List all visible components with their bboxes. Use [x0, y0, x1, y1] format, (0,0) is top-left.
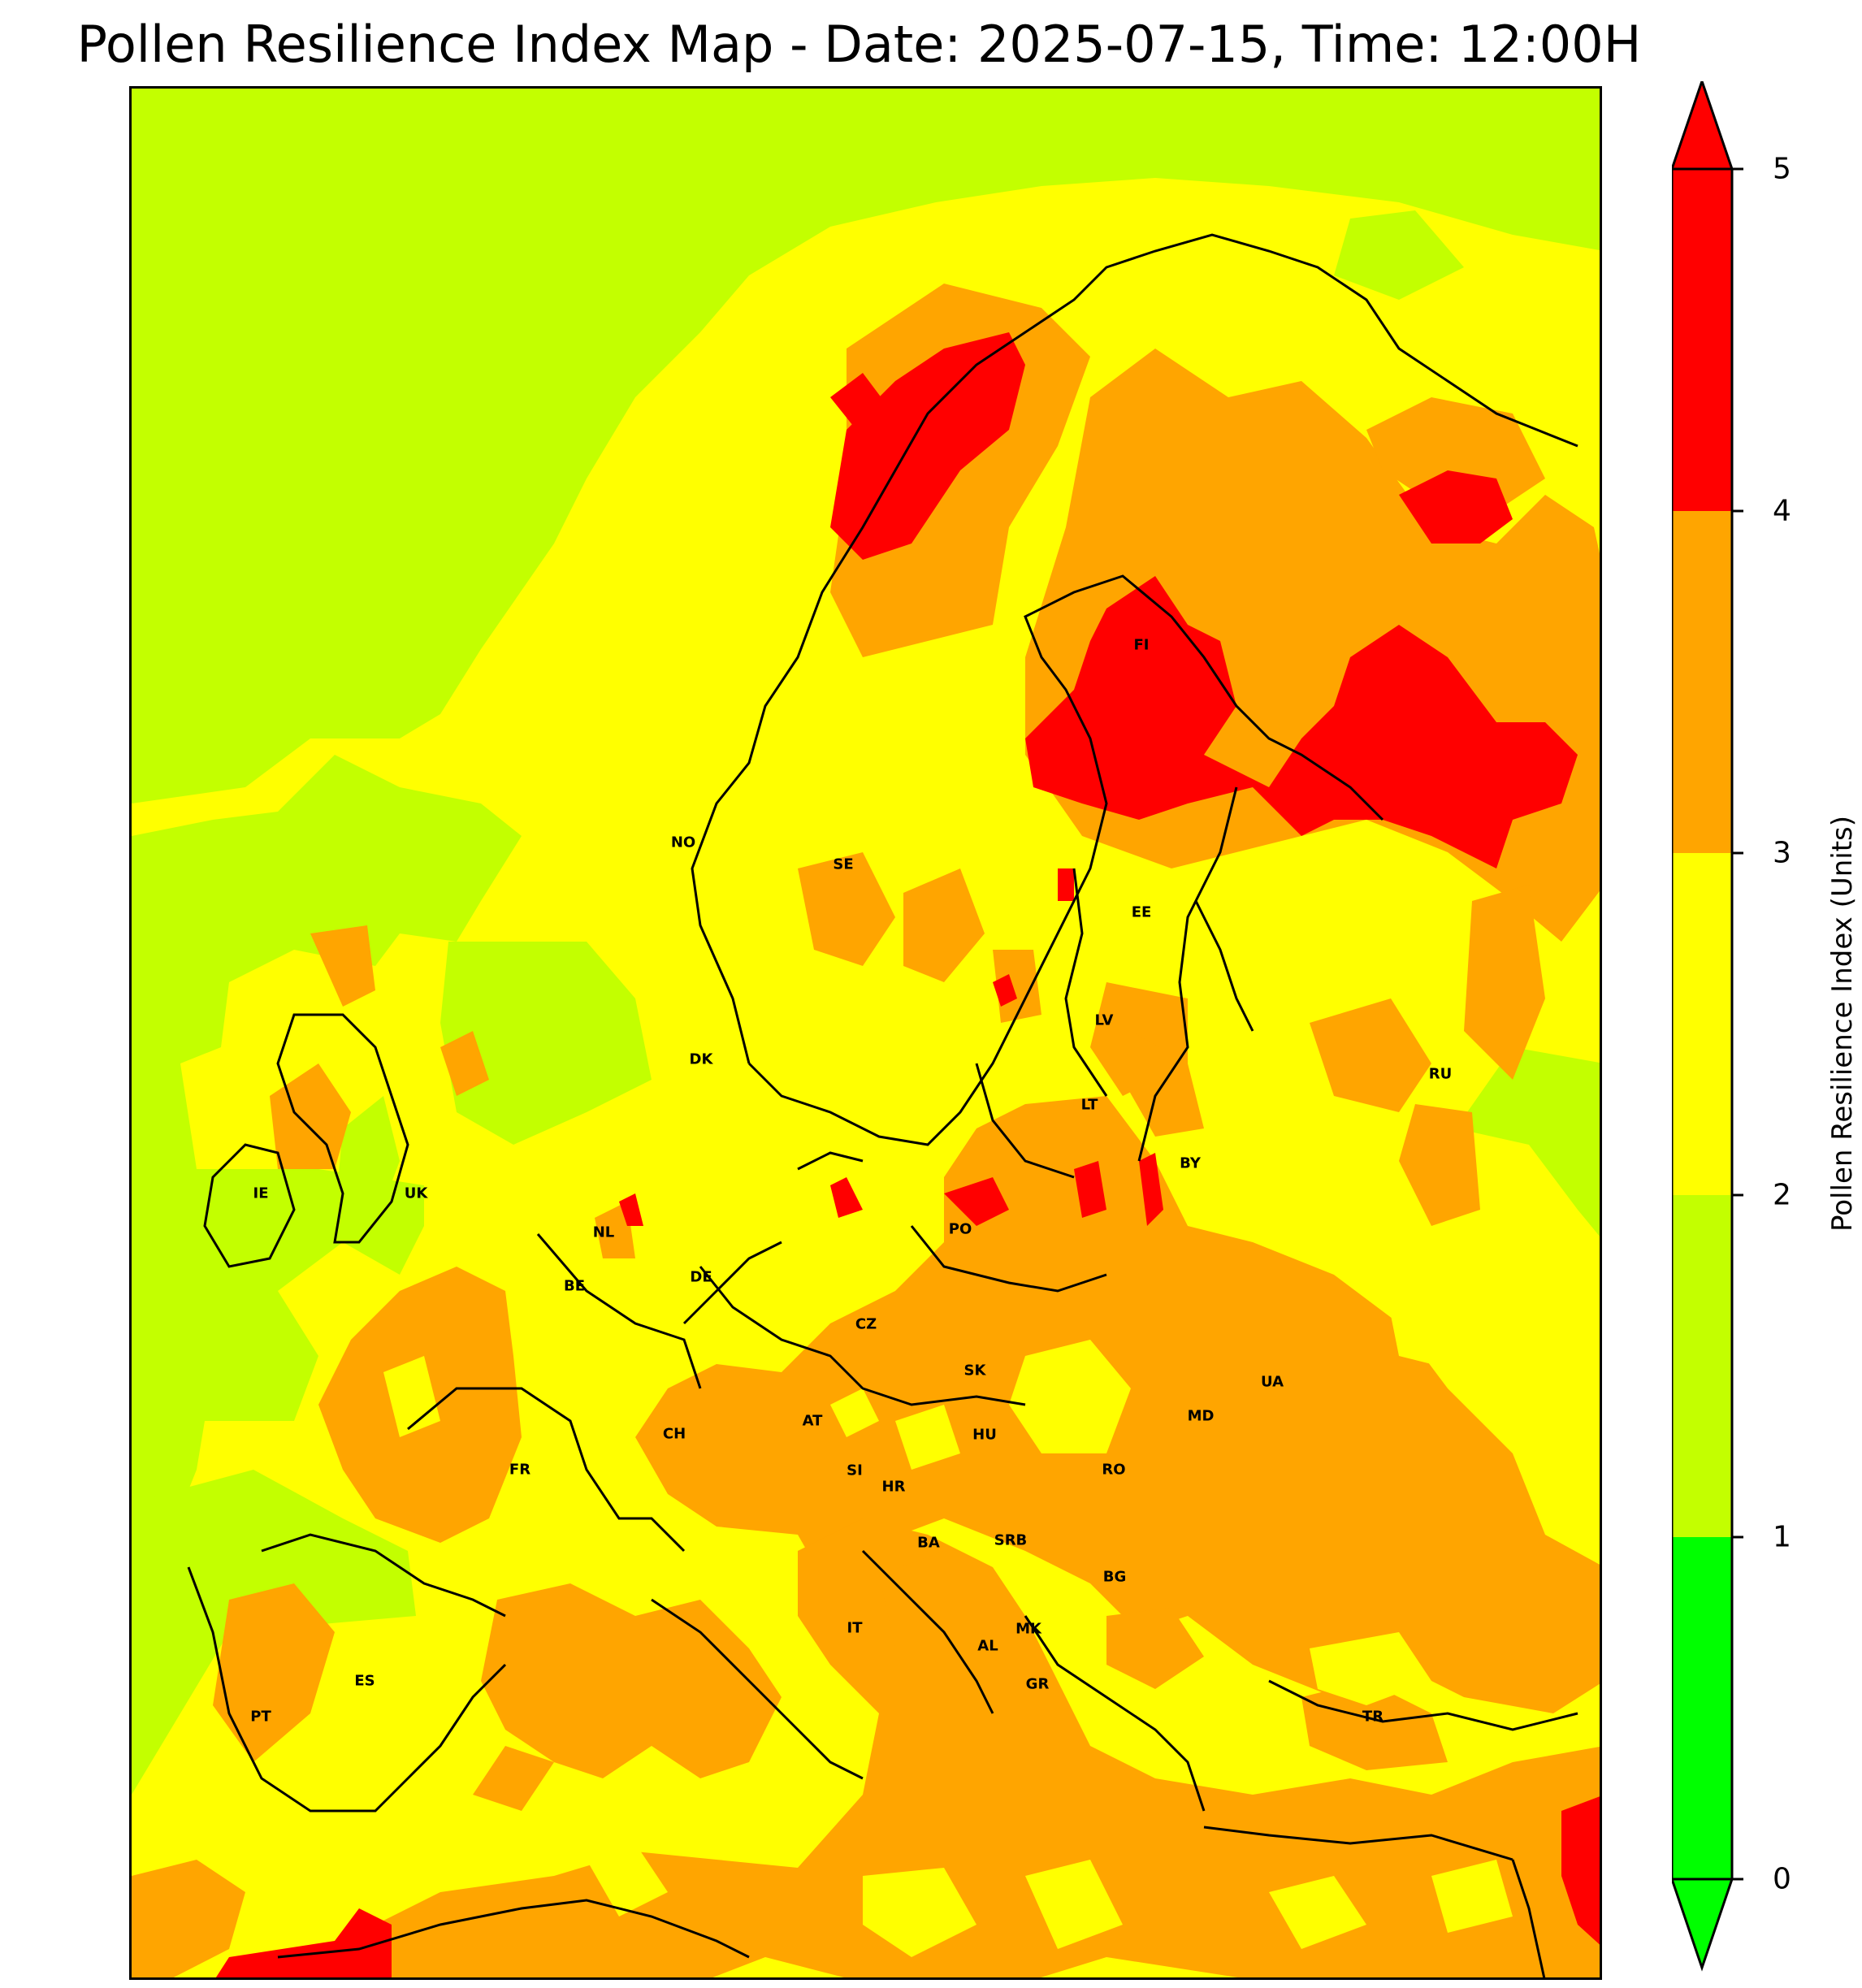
country-label-be: BE — [563, 1277, 586, 1295]
colorbar-extend-below — [1672, 1878, 1734, 1972]
country-label-hr: HR — [881, 1478, 906, 1496]
country-label-ch: CH — [662, 1425, 686, 1443]
map-canvas — [132, 178, 1600, 1977]
colorbar-segment-1-2 — [1672, 1195, 1732, 1537]
country-label-bg: BG — [1102, 1568, 1127, 1586]
country-label-srb: SRB — [994, 1531, 1028, 1549]
country-label-ie: IE — [253, 1185, 269, 1202]
country-label-es: ES — [354, 1672, 375, 1690]
coastlines — [187, 233, 1578, 1977]
field-level-2-3-islands — [383, 1258, 1513, 1957]
colorbar-tick-5: 5 — [1773, 152, 1791, 186]
country-label-nl: NL — [592, 1224, 615, 1241]
colorbar — [1672, 81, 1743, 1972]
field-level-1-2-ireland-sea — [335, 1096, 400, 1226]
country-label-ba: BA — [917, 1534, 940, 1552]
country-label-md: MD — [1187, 1407, 1215, 1425]
colorbar-tick-0: 0 — [1773, 1862, 1791, 1896]
colorbar-segment-3-4 — [1672, 511, 1732, 853]
country-label-ru: RU — [1428, 1065, 1453, 1083]
colorbar-extend-above — [1672, 81, 1734, 171]
country-label-si: SI — [847, 1462, 863, 1479]
country-label-ee: EE — [1131, 903, 1152, 921]
country-label-no: NO — [670, 834, 696, 851]
map-title: Pollen Resilience Index Map - Date: 2025… — [76, 15, 1642, 74]
country-label-uk: UK — [404, 1185, 428, 1202]
field-level-1-2-biscay — [132, 1470, 416, 1795]
country-label-ro: RO — [1102, 1461, 1126, 1479]
map-panel: NO SE FI EE LV LT RU BY DK IE UK NL BE D… — [129, 86, 1602, 1980]
country-label-de: DE — [690, 1268, 712, 1286]
field-level-1-2-baltic — [1456, 1047, 1600, 1237]
country-label-pt: PT — [250, 1708, 271, 1726]
country-label-ua: UA — [1261, 1373, 1284, 1391]
country-label-lv: LV — [1094, 1011, 1114, 1029]
field-level-4-5 — [215, 332, 1600, 1977]
country-label-by: BY — [1180, 1154, 1201, 1172]
country-label-dk: DK — [689, 1050, 713, 1068]
colorbar-label: Pollen Resilience Index (Units) — [1826, 815, 1859, 1232]
colorbar-tick-2: 2 — [1773, 1178, 1791, 1212]
country-label-it: IT — [847, 1619, 863, 1637]
country-label-tr: TR — [1362, 1708, 1384, 1726]
colorbar-tick-1: 1 — [1773, 1520, 1791, 1554]
country-label-gr: GR — [1025, 1675, 1050, 1693]
colorbar-tick-4: 4 — [1773, 494, 1791, 528]
country-label-at: AT — [802, 1412, 823, 1430]
colorbar-tick-3: 3 — [1773, 836, 1791, 870]
country-label-se: SE — [833, 855, 854, 873]
country-label-po: PO — [948, 1220, 972, 1238]
colorbar-segment-2-3 — [1672, 853, 1732, 1195]
colorbar-segment-4-5 — [1672, 169, 1732, 511]
country-label-fr: FR — [509, 1461, 531, 1479]
country-label-cz: CZ — [855, 1315, 877, 1333]
country-label-mk: MK — [1015, 1620, 1041, 1638]
field-level-1-2-lake — [1334, 210, 1464, 300]
colorbar-segment-0-1 — [1672, 1537, 1732, 1879]
country-label-sk: SK — [963, 1362, 986, 1379]
country-label-al: AL — [977, 1637, 998, 1655]
country-label-lt: LT — [1080, 1096, 1098, 1114]
country-label-fi: FI — [1133, 636, 1150, 654]
country-label-hu: HU — [972, 1426, 997, 1444]
field-level-1-2-northsea — [440, 942, 652, 1145]
